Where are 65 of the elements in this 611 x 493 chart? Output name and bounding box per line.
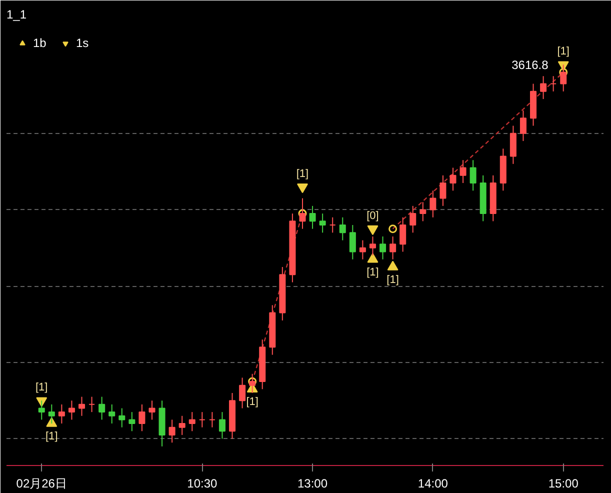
candlestick <box>460 160 466 184</box>
chart-title: 1_1 <box>6 8 27 22</box>
candlestick <box>218 412 226 440</box>
candlestick <box>560 64 567 92</box>
annotation: [1] <box>366 266 379 278</box>
candlestick <box>520 110 526 142</box>
x-tick-label: 15:00 <box>548 476 579 490</box>
candlestick <box>148 400 156 420</box>
candlestick <box>400 216 406 252</box>
candlestick <box>98 396 106 420</box>
candlestick <box>168 419 176 444</box>
candlestick <box>38 400 45 420</box>
x-tick-label: 02月26日 <box>16 476 67 490</box>
candlestick <box>309 205 316 230</box>
candlestick <box>108 404 116 424</box>
candlestick <box>128 412 136 432</box>
annotation: [0] <box>366 210 379 222</box>
candlestick <box>88 396 96 413</box>
candlestick <box>68 400 75 420</box>
candlestick <box>550 76 557 92</box>
legend-label: 1b <box>33 36 48 50</box>
candlestick <box>329 216 336 234</box>
point <box>388 224 398 234</box>
annotation: 3616.8 <box>512 58 549 72</box>
x-tick-label: 13:00 <box>298 476 328 490</box>
candlestick <box>299 198 306 230</box>
candlestick <box>48 404 55 424</box>
candlestick <box>470 160 476 192</box>
point <box>367 253 378 263</box>
candlestick <box>138 404 146 432</box>
annotation: [1] <box>46 430 58 443</box>
candlestick <box>198 412 206 428</box>
annotation: [1] <box>36 382 48 394</box>
legend-label: 1s <box>76 36 90 50</box>
annotation: [1] <box>296 168 309 180</box>
candlestick <box>440 174 446 206</box>
candlestick <box>78 396 86 416</box>
point <box>367 225 378 236</box>
candlestick <box>178 415 186 436</box>
text: [1] <box>557 46 570 58</box>
candlestick <box>249 373 256 394</box>
candlestick <box>339 216 346 241</box>
x-tick-label: 10:30 <box>187 476 218 490</box>
candlestick <box>118 408 126 428</box>
candlestick <box>410 205 416 234</box>
candlestick <box>349 224 356 260</box>
candlestick <box>239 377 246 409</box>
candlestick <box>369 236 376 256</box>
candlestick <box>450 167 456 192</box>
annotation: [1] <box>246 396 258 408</box>
candlestick <box>540 76 547 100</box>
point <box>296 183 308 194</box>
x-tick-label: 14:00 <box>418 476 448 490</box>
point <box>387 260 398 270</box>
candlestick <box>380 236 386 260</box>
candlestick <box>208 412 216 428</box>
candlestick <box>510 125 516 164</box>
candlestick <box>188 412 196 432</box>
candlestick <box>420 202 426 222</box>
candlestick <box>359 240 366 260</box>
candlestick <box>58 404 65 424</box>
annotation: [1] <box>386 274 399 286</box>
candlestick <box>319 213 326 234</box>
candlestick <box>430 190 436 218</box>
candlestick <box>390 236 396 260</box>
